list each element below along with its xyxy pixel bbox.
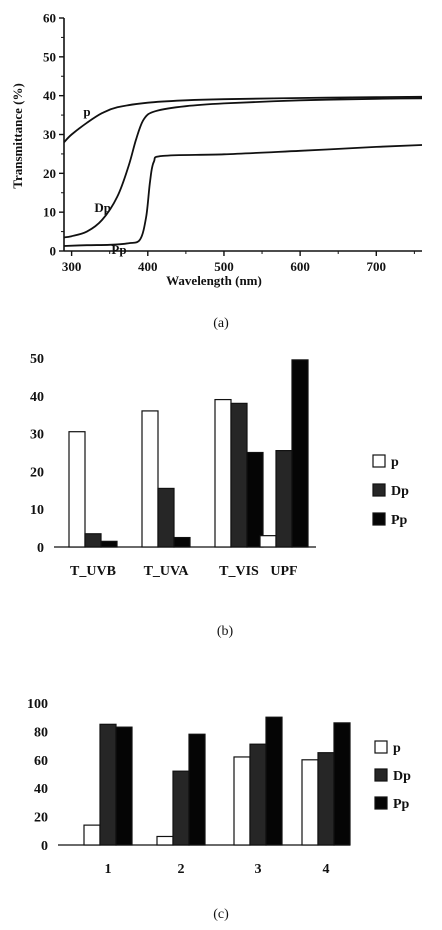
panel-b-ytick-label: 30 <box>30 428 44 443</box>
panel-b-ytick-label: 20 <box>30 465 44 480</box>
panel-a-xtick-label: 600 <box>290 259 310 274</box>
panel-a-ylabel: Transmittance (%) <box>10 83 25 189</box>
panel-b-ytick-label: 40 <box>30 390 44 405</box>
panel-a-xtick-label: 300 <box>62 259 82 274</box>
panel-c-legend-swatch-p <box>374 740 388 754</box>
panel-c-bar-p-2 <box>156 835 174 846</box>
panel-a-caption: (a) <box>213 316 229 331</box>
panel-b-category-label: T_VIS <box>219 564 259 579</box>
panel-c-ytick-label: 40 <box>34 782 48 797</box>
panel-a-series-line-p <box>63 95 423 143</box>
panel-b-bar-Dp-T_UVB <box>84 533 102 548</box>
panel-a-ytick-label: 60 <box>43 11 56 26</box>
panel-b-legend-label-p: p <box>391 455 399 470</box>
panel-a-line-chart: Transmittance (%) Wavelength (nm) (a) 0 1… <box>10 11 423 331</box>
panel-c-caption: (c) <box>213 907 229 922</box>
panel-c-bar-Pp-3 <box>265 716 283 846</box>
panel-a-ytick-label: 0 <box>50 244 57 259</box>
panel-b-bar-p-UPF <box>259 535 277 548</box>
panel-a-xtick-label: 400 <box>138 259 158 274</box>
panel-c-bar-Pp-4 <box>333 722 351 846</box>
panel-a-series-label-Dp: Dp <box>94 200 111 215</box>
panel-a-ytick-label: 30 <box>43 127 56 142</box>
panel-c-bar-Dp-3 <box>249 743 267 846</box>
panel-c-category-label: 1 <box>105 862 112 877</box>
panel-b-bar-p-T_VIS <box>214 398 232 548</box>
panel-c-ytick-label: 0 <box>41 839 48 854</box>
panel-b-bar-Dp-T_VIS <box>230 402 248 548</box>
panel-a-xtick-label: 700 <box>367 259 387 274</box>
panel-b-caption: (b) <box>217 624 234 639</box>
panel-c-legend-label-Dp: Dp <box>393 769 411 784</box>
panel-b-legend-label-Pp: Pp <box>391 513 408 528</box>
panel-c-ytick-label: 80 <box>34 725 48 740</box>
panel-b-bar-Dp-UPF <box>275 450 293 548</box>
panel-a-ytick-label: 50 <box>43 49 56 64</box>
panel-b-ytick-label: 50 <box>30 352 44 367</box>
panel-b-bar-Pp-T_UVB <box>100 540 118 548</box>
panel-c-legend-swatch-Dp <box>374 768 388 782</box>
panel-b-bar-p-T_UVA <box>141 410 159 548</box>
panel-c-ytick-label: 100 <box>27 697 48 712</box>
panel-b-category-label: UPF <box>270 564 297 579</box>
panel-b-bar-Pp-T_UVA <box>173 536 191 548</box>
panel-a-series-label-p: p <box>83 104 90 119</box>
panel-c-category-label: 3 <box>255 862 262 877</box>
panel-b-ytick-label: 0 <box>37 541 44 556</box>
panel-a-series-label-Pp: Pp <box>111 242 126 257</box>
panel-b-legend-label-Dp: Dp <box>391 484 409 499</box>
panel-b-bar-Pp-UPF <box>291 359 309 548</box>
panel-b-category-label: T_UVB <box>70 564 116 579</box>
panel-b-legend-swatch-p <box>372 454 386 468</box>
panel-c-bar-Pp-1 <box>115 726 133 846</box>
panel-c-bar-Dp-1 <box>99 723 117 846</box>
panel-b-legend-swatch-Dp <box>372 483 386 497</box>
panel-c-legend-label-p: p <box>393 741 401 756</box>
panel-c-legend-label-Pp: Pp <box>393 797 410 812</box>
panel-c-bar-Dp-2 <box>172 770 190 846</box>
panel-a-ytick-label: 20 <box>43 166 56 181</box>
panel-a-xtick-label: 500 <box>214 259 234 274</box>
panel-c-bar-Pp-2 <box>188 733 206 846</box>
panel-a-series-line-Dp <box>63 97 423 239</box>
panel-c-ytick-label: 20 <box>34 811 48 826</box>
panel-b-bar-Dp-T_UVA <box>157 487 175 548</box>
panel-c-bar-p-4 <box>301 759 319 846</box>
panel-c-category-label: 4 <box>323 862 330 877</box>
panel-a-xlabel: Wavelength (nm) <box>166 273 262 288</box>
panel-c-category-label: 2 <box>178 862 185 877</box>
panel-b-ytick-label: 10 <box>30 503 44 518</box>
panel-a-ytick-label: 40 <box>43 88 56 103</box>
panel-c-bar-p-3 <box>233 756 251 846</box>
panel-b-bar-p-T_UVB <box>68 431 86 548</box>
panel-c-ytick-label: 60 <box>34 754 48 769</box>
panel-a-ytick-label: 10 <box>43 205 56 220</box>
panel-a-series-line-Pp <box>63 144 423 247</box>
panel-c-bar-chart: (c) 0 20 40 60 80 100 1 2 3 4 p Dp Pp <box>27 697 411 922</box>
panel-b-bar-chart: (b) 0 10 20 30 40 50 T_UVB T_UVA T_VIS UPF p Dp Pp <box>30 352 409 639</box>
panel-c-bar-p-1 <box>83 824 101 846</box>
panel-b-legend-swatch-Pp <box>372 512 386 526</box>
panel-b-bar-Pp-T_VIS <box>246 451 264 548</box>
panel-b-category-label: T_UVA <box>144 564 190 579</box>
panel-c-bar-Dp-4 <box>317 752 335 846</box>
panel-c-legend-swatch-Pp <box>374 796 388 810</box>
